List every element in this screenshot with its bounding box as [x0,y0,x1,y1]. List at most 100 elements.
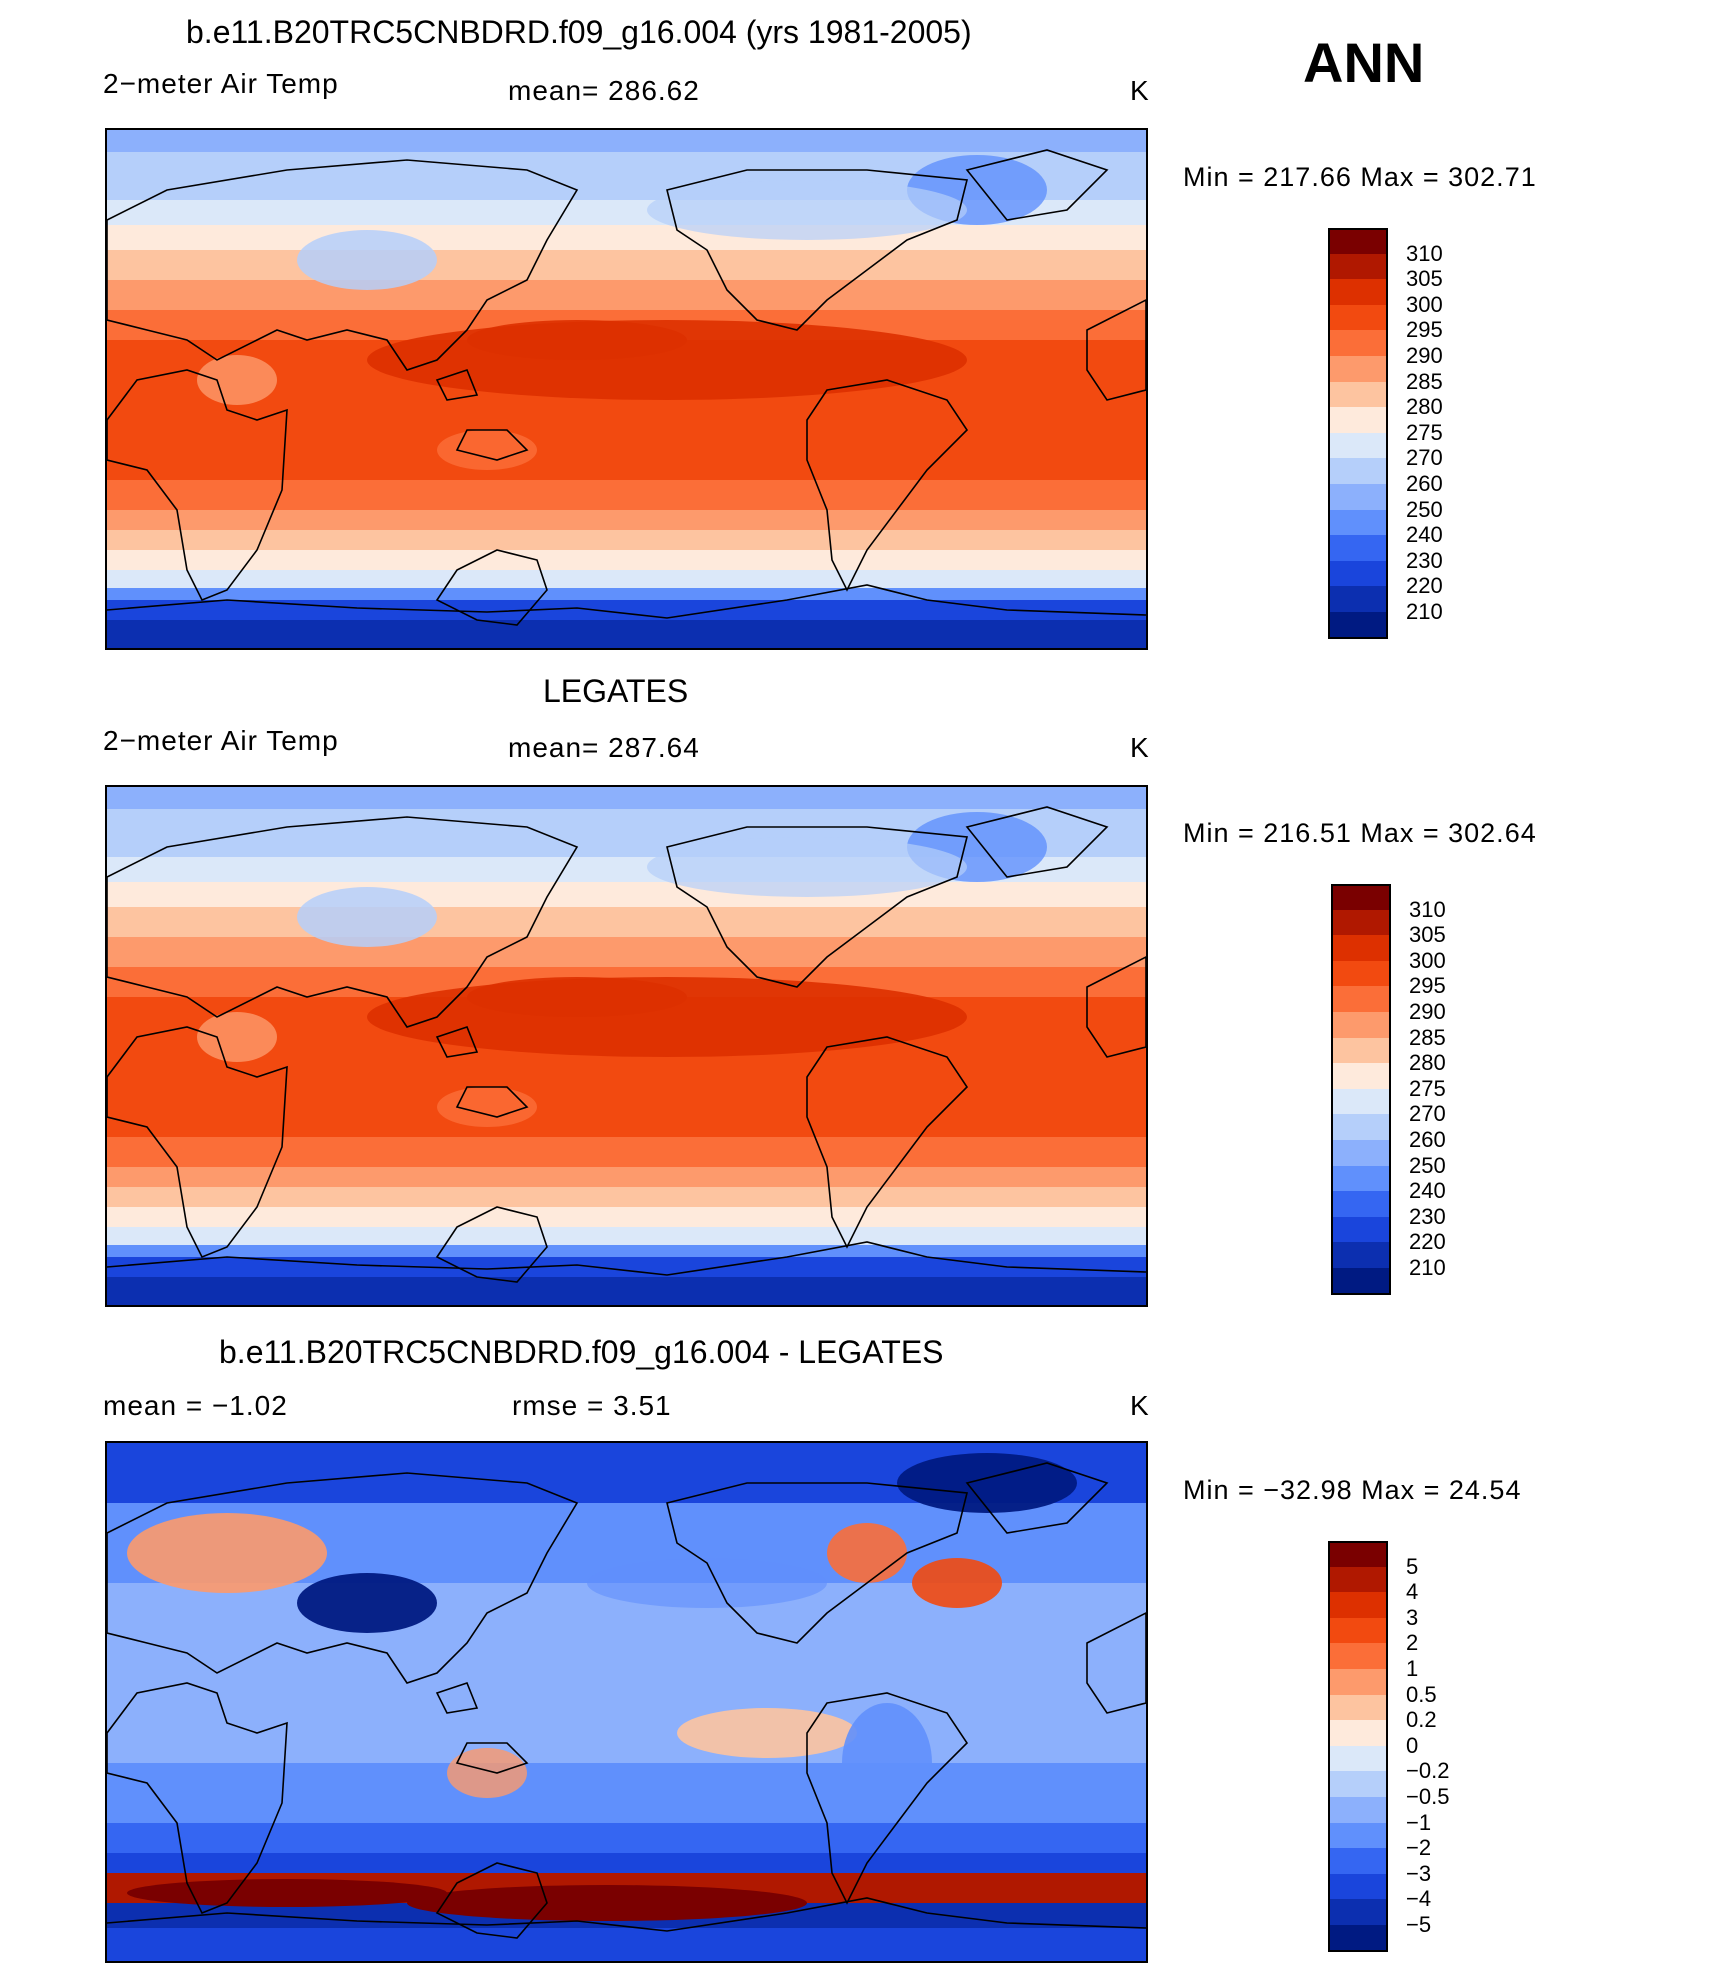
panel3-minmax: Min = −32.98 Max = 24.54 [1183,1475,1522,1505]
field-band [107,1277,1146,1305]
colorbar-swatch [1328,304,1388,332]
colorbar-label: 300 [1406,291,1443,317]
colorbar-swatch [1328,1848,1388,1875]
contour-field [107,130,1146,648]
colorbar-swatch [1328,228,1388,255]
field-feature [647,837,967,897]
field-feature [677,1708,857,1758]
colorbar-swatch [1328,407,1388,434]
panel1-variable: 2−meter Air Temp [103,68,339,99]
field-feature [912,1558,1002,1608]
colorbar-swatch [1328,458,1388,485]
colorbar-swatch [1328,1899,1388,1926]
panel2-map [105,785,1148,1307]
coastline [965,149,1109,221]
field-feature [127,1513,327,1593]
field-band [107,225,1146,250]
colorbar-swatch [1331,1191,1391,1218]
contour-field [107,1443,1146,1961]
panel3-map [105,1441,1148,1963]
colorbar-swatch [1328,586,1388,613]
field-feature [437,430,537,470]
coastline [435,1862,548,1939]
colorbar-label: −3 [1406,1860,1432,1886]
colorbar-label: 295 [1406,317,1443,343]
colorbar-label: 230 [1409,1203,1446,1229]
colorbar-swatch [1328,509,1388,537]
colorbar-label: 260 [1409,1127,1446,1152]
field-band [107,530,1146,550]
colorbar-swatch [1328,1745,1388,1773]
field-feature [297,1573,437,1633]
coastline [965,806,1109,878]
field-feature [197,355,277,405]
field-band [107,907,1146,937]
colorbar-label: 305 [1409,922,1446,948]
field-feature [647,180,967,240]
colorbar-swatch [1328,1694,1388,1722]
contour-field [107,787,1146,1305]
colorbar-label: 240 [1409,1178,1446,1204]
colorbar-label: 3 [1406,1604,1419,1630]
colorbar-swatch [1331,986,1391,1013]
field-band [107,1187,1146,1207]
field-band [107,550,1146,570]
field-feature [297,230,437,290]
coastline [666,826,969,988]
field-feature [467,977,687,1017]
colorbar-label: 280 [1406,394,1443,420]
colorbar-swatch [1328,432,1388,460]
field-feature [842,1703,932,1823]
coastline [435,369,479,401]
coastline [1086,956,1146,1058]
colorbar-swatch [1331,1165,1391,1193]
colorbar-label: 310 [1406,240,1443,266]
colorbar-swatch [1331,1242,1391,1269]
colorbar-label: 210 [1406,599,1443,624]
field-feature [897,1453,1077,1513]
colorbar-label: 240 [1406,522,1443,548]
colorbar-label: 0.5 [1406,1681,1437,1707]
field-band [107,570,1146,588]
colorbar-swatch [1331,1268,1391,1295]
colorbar-label: 300 [1409,947,1446,973]
field-feature [437,1087,537,1127]
colorbar-swatch [1328,279,1388,306]
antarctica-coastline [107,1897,1146,1932]
field-band [107,152,1146,170]
colorbar-swatch [1328,612,1388,639]
colorbar-swatch [1328,381,1388,409]
field-band [107,600,1146,620]
coastline [1086,1612,1146,1714]
panel1-map [105,128,1148,650]
colorbar-label: 275 [1409,1075,1446,1101]
colorbar-label: −1 [1406,1809,1432,1835]
panel3-title: b.e11.B20TRC5CNBDRD.f09_g16.004 - LEGATE… [219,1334,944,1370]
colorbar-label: 5 [1406,1553,1419,1579]
colorbar-label: 230 [1406,547,1443,573]
colorbar-label: 310 [1409,896,1446,922]
coastline [666,1482,969,1644]
field-band [107,1853,1146,1873]
colorbar-label: 275 [1406,419,1443,445]
colorbar-label: 1 [1406,1656,1419,1681]
field-band [107,1167,1146,1187]
field-band [107,1823,1146,1853]
colorbar-label: −5 [1406,1912,1432,1937]
panel1-units: K [1130,75,1150,106]
coastline [455,1742,529,1774]
colorbar-swatch [1331,1114,1391,1141]
panel1-mean: mean= 286.62 [508,75,700,106]
colorbar-label: 290 [1409,999,1446,1024]
field-feature [467,320,687,360]
field-band [107,1928,1146,1961]
colorbar-swatch [1331,1012,1391,1039]
colorbar-swatch [1328,1771,1388,1798]
colorbar-label: 270 [1409,1101,1446,1127]
field-band [107,882,1146,907]
colorbar-swatch [1328,1566,1388,1594]
colorbar-label: 285 [1406,368,1443,394]
field-feature [297,887,437,947]
colorbar-label: 0 [1406,1732,1419,1758]
field-feature [127,1879,447,1907]
